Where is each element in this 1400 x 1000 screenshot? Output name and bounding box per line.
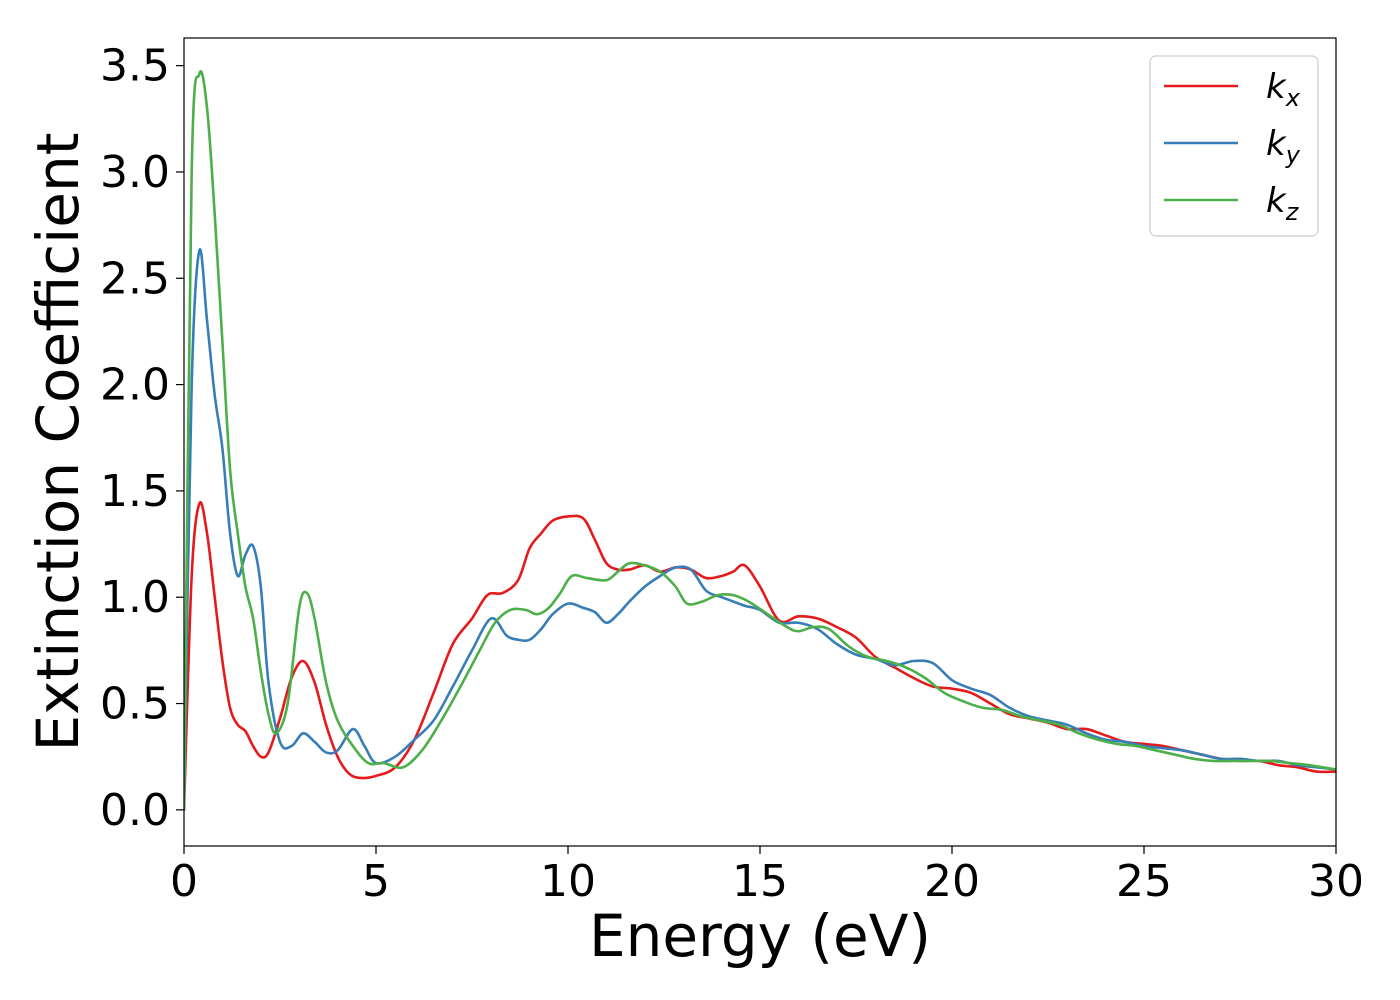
x-tick-label: 10 xyxy=(540,856,596,907)
legend-label-main: k xyxy=(1266,124,1287,164)
y-tick-label: 0.5 xyxy=(100,679,170,730)
x-tick-label: 25 xyxy=(1116,856,1172,907)
y-axis-title: Extinction Coefficient xyxy=(24,133,92,752)
legend-label-subscript: y xyxy=(1285,141,1301,169)
legend-label-kx: kx xyxy=(1266,67,1301,112)
y-axis: 0.0 0.5 1.0 1.5 2.0 2.5 3.0 3.5 xyxy=(100,41,184,836)
x-axis: 0 5 10 15 20 25 30 xyxy=(170,846,1364,907)
legend-label-main: k xyxy=(1266,181,1287,221)
series-line-ky xyxy=(184,248,1336,812)
x-tick-label: 0 xyxy=(170,856,198,907)
series-line-kz xyxy=(184,70,1336,812)
x-tick-label: 15 xyxy=(732,856,788,907)
legend-label-subscript: x xyxy=(1285,84,1301,112)
series-line-kx xyxy=(184,500,1336,812)
legend-frame xyxy=(1149,55,1319,237)
y-tick-label: 1.5 xyxy=(100,466,170,517)
y-tick-label: 1.0 xyxy=(100,572,170,623)
legend-label-kz: kz xyxy=(1266,181,1300,226)
x-tick-label: 30 xyxy=(1308,856,1364,907)
y-tick-label: 2.0 xyxy=(100,360,170,411)
y-tick-label: 0.0 xyxy=(100,785,170,836)
legend-label-subscript: z xyxy=(1285,198,1300,226)
x-axis-title: Energy (eV) xyxy=(589,902,931,970)
legend-label-main: k xyxy=(1266,67,1287,107)
legend-label-ky: ky xyxy=(1266,124,1301,169)
y-tick-label: 3.0 xyxy=(100,147,170,198)
y-tick-label: 2.5 xyxy=(100,253,170,304)
series-layer xyxy=(184,70,1336,812)
x-tick-label: 5 xyxy=(362,856,390,907)
y-tick-label: 3.5 xyxy=(100,41,170,92)
x-tick-label: 20 xyxy=(924,856,980,907)
